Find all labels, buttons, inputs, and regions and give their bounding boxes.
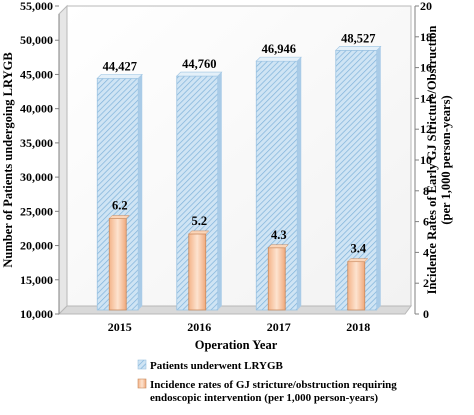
axes: 10,000 15,000 20,000 25,000 30,000 35,000 40,0… (1, 0, 453, 352)
left-axis-title: Number of Patients undergoing LRYGB (1, 52, 15, 267)
right-tick-label: 0 (423, 307, 429, 321)
data-label-incidence: 6.2 (112, 199, 128, 213)
right-tick-label: 20 (420, 0, 432, 13)
data-label-patients: 44,427 (103, 59, 137, 73)
left-tick-label: 35,000 (20, 136, 53, 150)
legend-swatch-patients (137, 359, 147, 370)
x-axis-title: Operation Year (195, 338, 278, 352)
x-tick-label: 2017 (267, 320, 291, 334)
left-tick-label: 50,000 (20, 33, 53, 47)
bar-incidence-top (267, 244, 289, 249)
bar-incidence-top (188, 230, 210, 235)
left-tick-label: 25,000 (20, 204, 53, 218)
side-wall (58, 4, 68, 316)
legend-label: Incidence rates of GJ stricture/obstruct… (150, 379, 397, 391)
left-tick-label: 15,000 (20, 273, 53, 287)
right-tick-label: 16 (420, 61, 432, 75)
data-label-patients: 44,760 (182, 57, 216, 71)
left-tick-label: 10,000 (20, 307, 53, 321)
right-axis-title: Incidence Rates of Early GJ Stricture/Ob… (425, 26, 439, 295)
right-tick-label: 18 (420, 30, 432, 44)
bar-incidence (188, 233, 207, 311)
x-tick-label: 2016 (187, 320, 211, 334)
left-tick-label: 55,000 (20, 0, 53, 13)
right-tick-label: 6 (423, 215, 429, 229)
bar-patients-side (376, 46, 381, 311)
bar-patients-top (176, 71, 223, 77)
left-tick-label: 40,000 (20, 102, 53, 116)
bars (96, 46, 382, 311)
right-axis-title: (per 1,000 person-years) (439, 95, 453, 224)
data-label-incidence: 3.4 (350, 242, 366, 256)
x-tick-label: 2015 (108, 320, 132, 334)
data-labels: 44,427 6.2 2015 44,760 5.2 2016 46,946 4.3 2017 4… (103, 31, 376, 334)
legend-swatch-incidence (137, 378, 147, 389)
right-tick-label: 12 (420, 122, 432, 136)
bar-patients-top (335, 46, 382, 51)
legend: Patients underwent LRYGB Incidence rates … (137, 359, 397, 404)
floor (57, 305, 412, 315)
data-label-patients: 48,527 (341, 31, 375, 45)
bar-incidence (347, 261, 366, 311)
x-tick-label: 2018 (346, 320, 370, 334)
left-tick-label: 30,000 (20, 170, 53, 184)
bar-patients-side (217, 72, 222, 310)
legend-label: Patients underwent LRYGB (150, 360, 284, 372)
bar-patients-side (138, 74, 143, 311)
bar-incidence-top (347, 258, 369, 262)
right-tick-label: 8 (423, 184, 429, 198)
right-tick-label: 14 (420, 91, 432, 105)
bar-incidence (108, 218, 127, 311)
right-tick-label: 10 (420, 153, 432, 167)
right-tick-label: 2 (423, 276, 429, 290)
left-tick-label: 20,000 (20, 239, 53, 253)
data-label-incidence: 5.2 (191, 214, 207, 228)
data-label-incidence: 4.3 (271, 228, 287, 242)
bar-incidence (267, 247, 286, 311)
legend-label: endoscopic intervention (per 1,000 perso… (150, 392, 378, 404)
data-label-patients: 46,946 (262, 42, 296, 56)
bar-patients-side (297, 57, 302, 311)
left-tick-label: 45,000 (20, 67, 53, 81)
bar-incidence-top (108, 215, 130, 219)
bar-patients-top (255, 56, 302, 62)
bar-patients-top (96, 74, 143, 79)
right-tick-label: 4 (423, 245, 429, 259)
